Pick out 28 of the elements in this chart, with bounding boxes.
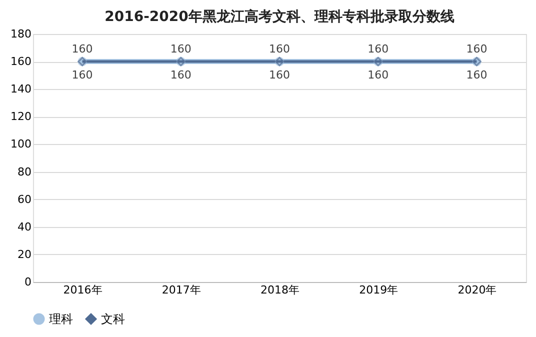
data-label: 160 bbox=[72, 42, 93, 56]
x-tick-label: 2018年 bbox=[260, 284, 300, 296]
y-tick-label: 100 bbox=[10, 138, 32, 151]
data-label: 160 bbox=[170, 42, 192, 56]
data-label: 160 bbox=[466, 42, 488, 56]
x-tick-label: 2017年 bbox=[162, 284, 201, 296]
y-tick-label: 160 bbox=[10, 55, 32, 68]
data-label: 160 bbox=[269, 42, 290, 56]
x-tick-label: 2020年 bbox=[458, 284, 497, 296]
y-tick-label: 60 bbox=[18, 192, 32, 206]
data-label: 160 bbox=[466, 68, 488, 82]
legend-label: 文科 bbox=[101, 312, 125, 326]
x-tick-label: 2016年 bbox=[63, 284, 102, 296]
data-label: 160 bbox=[368, 68, 389, 82]
y-tick-label: 120 bbox=[10, 110, 32, 124]
y-tick-label: 140 bbox=[10, 82, 32, 96]
y-tick-label: 80 bbox=[18, 165, 32, 178]
y-tick-label: 180 bbox=[10, 28, 32, 40]
data-label: 160 bbox=[72, 68, 93, 82]
chart-title: 2016-2020年黑龙江高考文科、理科专科批录取分数线 bbox=[104, 8, 454, 25]
y-tick-label: 40 bbox=[18, 220, 32, 234]
y-tick-label: 20 bbox=[18, 248, 32, 261]
x-tick-label: 2019年 bbox=[359, 284, 398, 296]
data-label: 160 bbox=[368, 42, 389, 56]
data-label: 160 bbox=[170, 68, 192, 82]
legend-label: 理科 bbox=[49, 312, 73, 326]
y-tick-label: 0 bbox=[24, 276, 32, 288]
data-label: 160 bbox=[269, 68, 290, 82]
